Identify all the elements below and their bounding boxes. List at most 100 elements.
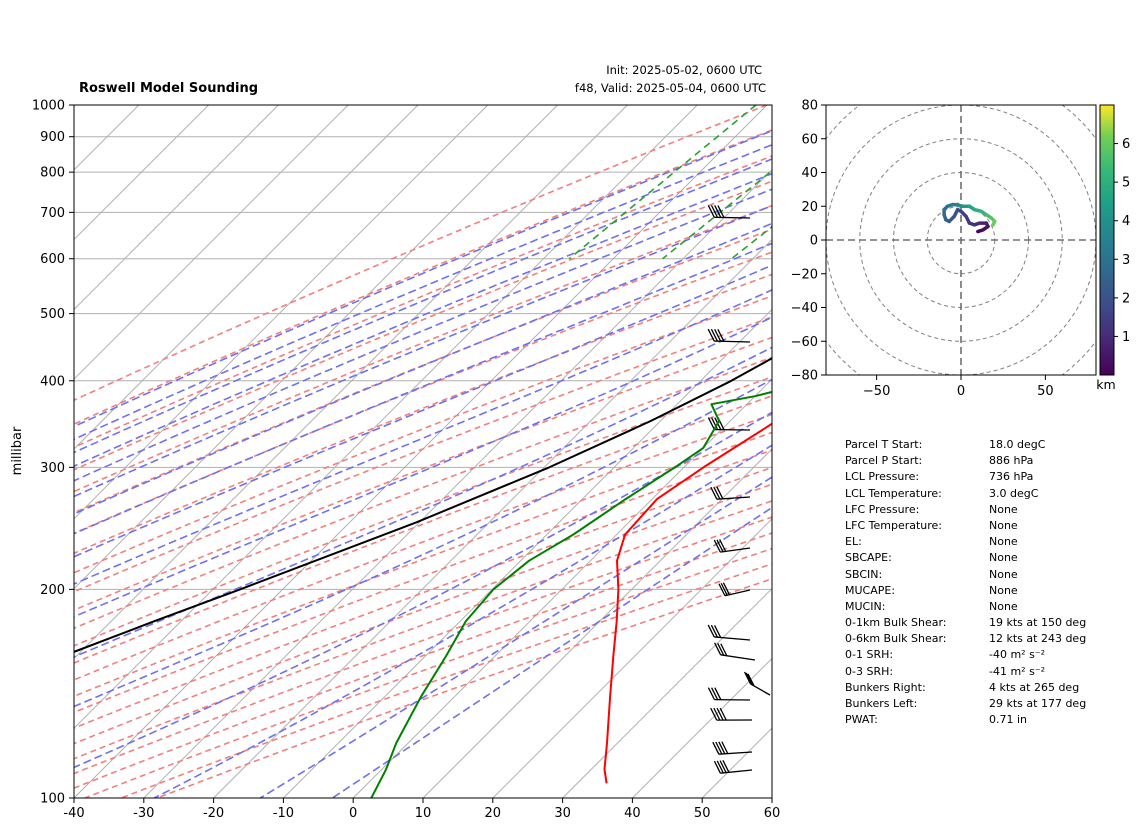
- parameter-value: 736 hPa: [989, 470, 1034, 484]
- y-tick-label: 400: [40, 374, 65, 389]
- parameter-label: 0-1km Bulk Shear:: [845, 616, 947, 630]
- wind-barb-flag: [710, 624, 718, 638]
- isotherm-line: [143, 169, 772, 798]
- x-tick-label: -10: [273, 806, 294, 821]
- moist-adiabat-line: [74, 264, 772, 558]
- hodograph-y-tick-label: −80: [791, 369, 818, 384]
- wind-barb-flag: [718, 583, 726, 597]
- parameter-value: None: [989, 583, 1018, 597]
- wind-barb-shaft: [720, 654, 756, 661]
- dry-adiabat-line: [74, 483, 772, 745]
- wind-barb-flag: [711, 687, 719, 700]
- hodograph-trace: [942, 202, 997, 234]
- parameter-value: 0.71 in: [989, 713, 1028, 727]
- wind-barbs: [707, 205, 771, 774]
- dry-adiabat-line: [74, 228, 772, 514]
- y-tick-label: 700: [40, 206, 65, 221]
- wind-barb-flag: [710, 205, 719, 218]
- parameter-label: 0-6km Bulk Shear:: [845, 632, 947, 646]
- y-tick-label: 300: [40, 461, 65, 476]
- mixing-ratio-line: [731, 225, 772, 260]
- wind-barb-flag: [711, 417, 719, 430]
- y-tick-label: 200: [40, 583, 65, 598]
- parameter-value: None: [989, 518, 1018, 532]
- dry-adiabat-line: [74, 394, 772, 664]
- isotherm-line: [283, 308, 772, 798]
- colorbar-tick-label: 3: [1122, 253, 1130, 268]
- wind-barb-flag: [716, 707, 724, 721]
- isotherm-line: [74, 105, 768, 798]
- parameter-value: -41 m² s⁻²: [989, 664, 1046, 678]
- dry-adiabat-line: [74, 180, 772, 471]
- x-tick-label: 0: [349, 806, 357, 821]
- wind-barb-flag: [707, 687, 715, 700]
- mixing-ratio-line: [568, 105, 757, 260]
- moist-adiabat-line: [74, 222, 772, 515]
- parameter-label: SBCIN:: [845, 567, 883, 581]
- hodograph-y-tick-label: −60: [791, 335, 818, 350]
- parameter-value: 12 kts at 243 deg: [989, 632, 1087, 646]
- parameter-label: LCL Pressure:: [845, 470, 920, 484]
- wind-barb-flag: [722, 582, 731, 596]
- y-tick-label: 900: [40, 130, 65, 145]
- moist-adiabat-line: [74, 346, 772, 658]
- mixing-ratio-line: [984, 105, 1142, 259]
- parameter-value: None: [989, 567, 1018, 581]
- mixing-ratio-line: [901, 105, 1106, 259]
- dry-adiabat-line: [74, 376, 772, 647]
- wind-barb-flag: [719, 539, 727, 552]
- colorbar: [1099, 104, 1115, 376]
- parameter-label: 0-1 SRH:: [845, 648, 894, 662]
- hodograph-x-tick-label: −50: [863, 384, 890, 399]
- hodograph-y-tick-label: 20: [801, 200, 818, 215]
- y-tick-label: 800: [40, 166, 65, 181]
- parameter-label: SBCAPE:: [845, 551, 892, 565]
- wind-barb-flag: [714, 328, 722, 342]
- isotherm-line: [632, 657, 772, 798]
- wind-barb-flag: [747, 673, 755, 687]
- wind-barb-flag: [710, 328, 718, 342]
- parameter-label: PWAT:: [845, 713, 878, 727]
- isotherm-line: [74, 105, 279, 311]
- dry-adiabat-line: [74, 500, 772, 760]
- parameter-label: MUCAPE:: [845, 583, 896, 597]
- wind-barb-flag: [716, 539, 724, 553]
- parameter-label: Parcel P Start:: [845, 454, 923, 468]
- colorbar-tick-label: 1: [1122, 330, 1130, 345]
- wind-barb-flag: [715, 741, 723, 755]
- wind-barb-flag: [717, 642, 725, 656]
- y-tick-label: 500: [40, 307, 65, 322]
- isotherm-line: [74, 105, 628, 660]
- wind-barb-flag: [707, 328, 715, 342]
- parameter-label: MUCIN:: [845, 599, 886, 613]
- parameter-label: EL:: [845, 535, 862, 549]
- parameter-label: LFC Pressure:: [845, 502, 920, 516]
- valid-label: f48, Valid: 2025-05-04, 0600 UTC: [575, 81, 766, 95]
- wind-barb-flag: [719, 707, 727, 721]
- y-tick-label: 600: [40, 252, 65, 267]
- parameter-label: 0-3 SRH:: [845, 664, 894, 678]
- wind-barb-flag: [745, 672, 753, 686]
- moist-adiabat-line: [74, 143, 772, 441]
- wind-barb-shaft: [714, 340, 751, 343]
- moist-adiabat-line: [74, 316, 772, 618]
- wind-barb-flag: [713, 486, 721, 500]
- parameter-label: LFC Temperature:: [845, 518, 943, 532]
- wind-barb-flag: [717, 329, 725, 342]
- dry-adiabat-line: [74, 251, 772, 535]
- parameter-value: -40 m² s⁻²: [989, 648, 1046, 662]
- moist-adiabat-line: [74, 204, 772, 498]
- isotherm-line: [74, 105, 558, 590]
- colorbar-tick-label: 2: [1122, 291, 1130, 306]
- wind-barb-flag: [712, 741, 720, 755]
- wind-barb-flag: [713, 707, 721, 721]
- hodograph-y-tick-label: 80: [801, 99, 818, 114]
- y-axis-label: millibar: [10, 426, 25, 475]
- parameter-value: 29 kts at 177 deg: [989, 697, 1087, 710]
- dry-adiabat-line: [74, 466, 772, 730]
- colorbar-tick-label: 5: [1122, 176, 1130, 191]
- mixing-ratio-line: [662, 169, 772, 260]
- moist-adiabat-line: [331, 506, 772, 798]
- x-tick-label: 20: [485, 806, 502, 821]
